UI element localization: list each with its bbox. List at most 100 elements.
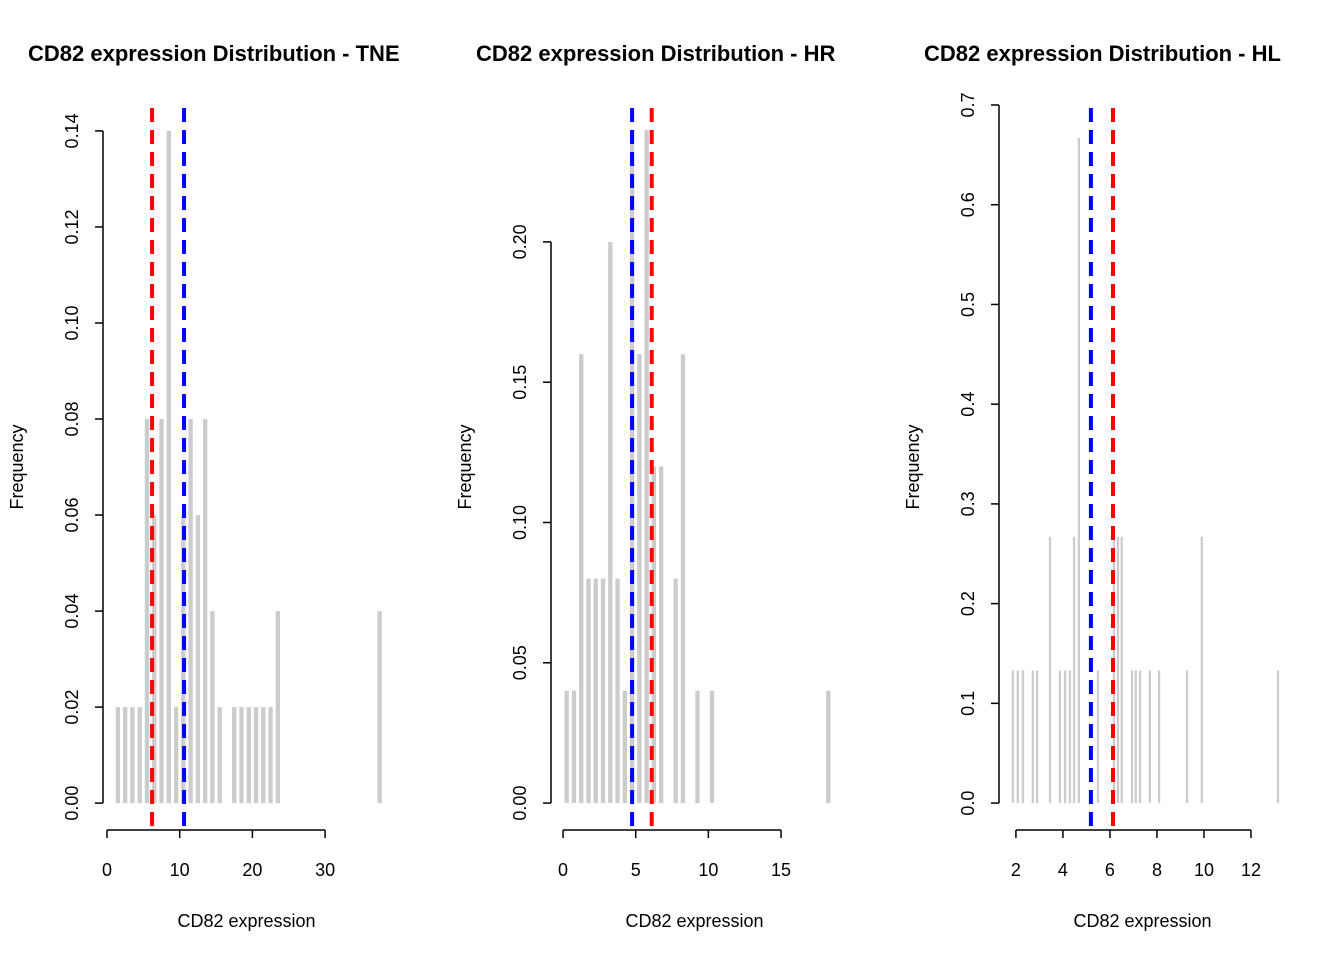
bar xyxy=(695,690,700,804)
y-tick-label: 0.10 xyxy=(510,505,530,540)
y-tick-label: 0.5 xyxy=(958,292,978,317)
y-tick-label: 0.04 xyxy=(62,594,82,629)
bar xyxy=(377,611,382,804)
bar xyxy=(1031,670,1034,804)
bar xyxy=(1021,670,1025,804)
y-tick-label: 0.02 xyxy=(62,690,82,725)
y-tick-label: 0.7 xyxy=(958,92,978,117)
bar xyxy=(1116,536,1120,804)
bar xyxy=(1077,137,1081,804)
bar xyxy=(1063,670,1067,804)
bar xyxy=(658,466,664,804)
y-tick-label: 0.06 xyxy=(62,498,82,533)
y-tick-label: 0.0 xyxy=(958,791,978,816)
y-tick-label: 0.00 xyxy=(62,786,82,821)
bar xyxy=(622,690,628,804)
x-tick-label: 12 xyxy=(1241,860,1261,880)
bar xyxy=(144,419,150,804)
y-tick-label: 0.05 xyxy=(510,645,530,680)
bar xyxy=(261,707,266,804)
x-tick-label: 10 xyxy=(698,860,718,880)
y-tick-label: 0.12 xyxy=(62,209,82,244)
y-axis-label: Frequency xyxy=(455,424,475,509)
bar xyxy=(644,129,649,804)
bar xyxy=(1138,670,1142,804)
bar xyxy=(1068,670,1072,804)
bar xyxy=(615,578,620,804)
chart-title: CD82 expression Distribution - HR xyxy=(476,41,836,66)
bar xyxy=(253,707,259,804)
bar xyxy=(1134,670,1137,804)
bar xyxy=(195,515,201,804)
histogram-panel: CD82 expression Distribution - HR CD82 ex… xyxy=(455,41,836,931)
bar xyxy=(159,419,164,804)
x-tick-label: 10 xyxy=(1194,860,1214,880)
bar xyxy=(680,354,686,804)
bar xyxy=(608,241,613,804)
bar xyxy=(637,354,642,804)
x-tick-label: 30 xyxy=(315,860,335,880)
bar xyxy=(1185,670,1189,804)
x-tick-label: 5 xyxy=(631,860,641,880)
y-tick-label: 0.10 xyxy=(62,305,82,340)
bar xyxy=(152,515,157,804)
bar xyxy=(246,707,251,804)
bar xyxy=(217,707,222,804)
chart-title: CD82 expression Distribution - HL xyxy=(924,41,1281,66)
x-tick-label: 15 xyxy=(771,860,791,880)
bar xyxy=(1130,670,1134,804)
y-tick-label: 0.2 xyxy=(958,591,978,616)
x-tick-label: 8 xyxy=(1152,860,1162,880)
x-axis-label: CD82 expression xyxy=(177,911,315,931)
y-tick-label: 0.00 xyxy=(510,786,530,821)
bar xyxy=(1096,670,1100,804)
x-tick-label: 2 xyxy=(1011,860,1021,880)
bar xyxy=(1035,670,1039,804)
bar xyxy=(1058,670,1062,804)
bar xyxy=(564,690,569,804)
y-tick-label: 0.14 xyxy=(62,113,82,148)
y-tick-label: 0.08 xyxy=(62,401,82,436)
x-tick-label: 10 xyxy=(170,860,190,880)
bar xyxy=(115,707,121,804)
bar xyxy=(275,611,281,804)
x-axis-label: CD82 expression xyxy=(625,911,763,931)
bar xyxy=(137,707,142,804)
bar xyxy=(173,707,179,804)
bar xyxy=(579,354,584,804)
histogram-panel: CD82 expression Distribution - TNE CD82 e… xyxy=(7,41,400,931)
x-tick-label: 20 xyxy=(242,860,262,880)
bar xyxy=(1072,536,1076,804)
bar xyxy=(188,419,193,804)
bar xyxy=(268,707,273,804)
bar xyxy=(239,707,244,804)
bar xyxy=(1157,670,1161,804)
bar xyxy=(210,611,215,804)
y-tick-label: 0.20 xyxy=(510,224,530,259)
bar xyxy=(1011,670,1014,804)
y-axis-label: Frequency xyxy=(7,424,27,509)
x-tick-label: 6 xyxy=(1105,860,1115,880)
y-tick-label: 0.6 xyxy=(958,192,978,217)
bar xyxy=(130,707,135,804)
bar xyxy=(651,466,657,804)
y-tick-label: 0.4 xyxy=(958,392,978,417)
bar xyxy=(673,578,678,804)
bar xyxy=(709,690,715,804)
bar xyxy=(1120,536,1123,804)
chart-title: CD82 expression Distribution - TNE xyxy=(28,41,400,66)
y-tick-label: 0.3 xyxy=(958,491,978,516)
bar xyxy=(826,690,831,804)
x-tick-label: 4 xyxy=(1058,860,1068,880)
bar xyxy=(586,578,591,804)
bar xyxy=(600,578,606,804)
bar xyxy=(1148,670,1152,804)
bar xyxy=(232,707,237,804)
y-tick-label: 0.15 xyxy=(510,365,530,400)
x-tick-label: 0 xyxy=(558,860,568,880)
x-axis-label: CD82 expression xyxy=(1073,911,1211,931)
x-tick-label: 0 xyxy=(102,860,112,880)
bar xyxy=(593,578,598,804)
bar xyxy=(1276,670,1280,804)
